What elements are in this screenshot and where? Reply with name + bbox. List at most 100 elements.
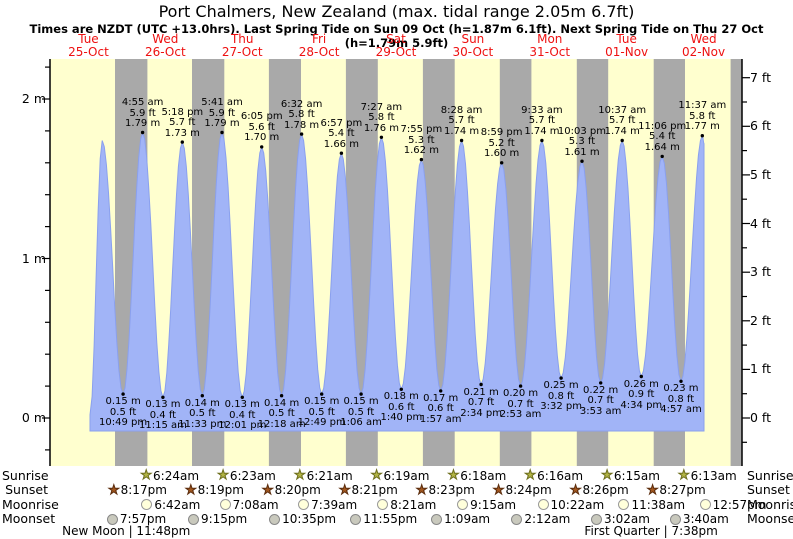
tide-ft: 5.3 ft xyxy=(568,136,596,148)
sunrise-star-icon: ★ xyxy=(524,468,537,483)
tide-point xyxy=(260,145,264,149)
sunset-time: 8:20pm xyxy=(274,483,321,497)
sunrise-event: ★ 6:24am xyxy=(140,469,199,483)
moonset-circle-icon xyxy=(350,513,362,525)
sunrise-star-icon: ★ xyxy=(447,468,460,483)
tide-ft: 0.7 ft xyxy=(507,398,534,410)
moonrise-event: 7:39am xyxy=(298,498,357,512)
tide-time: 4:57 am xyxy=(660,404,702,416)
sunrise-time: 6:15am xyxy=(613,468,660,483)
chart-title: Port Chalmers, New Zealand (max. tidal r… xyxy=(158,2,635,21)
tide-ft: 0.4 ft xyxy=(229,409,256,421)
tide-point xyxy=(599,381,603,385)
low-tide-label: 0.14 m 0.5 ft 12:18 am xyxy=(258,398,306,431)
low-tide-label: 0.23 m 0.8 ft 4:57 am xyxy=(660,384,702,416)
sunset-row-label-right: Sunset xyxy=(747,482,790,497)
tide-time: 1:06 am xyxy=(340,417,382,429)
high-tide-label: 6:32 am 5.8 ft 1.78 m xyxy=(281,99,323,132)
moonset-time: 11:55pm xyxy=(363,512,418,526)
tide-time: 12:49 pm xyxy=(297,417,346,429)
y-axis-label-m: 2 m xyxy=(21,91,46,106)
sunset-event: ★ 8:20pm xyxy=(261,483,321,497)
tide-m: 0.22 m xyxy=(583,384,619,396)
moonrise-time: 9:15am xyxy=(470,497,517,512)
sunset-event: ★ 8:23pm xyxy=(415,482,474,498)
tide-ft: 5.7 ft xyxy=(609,115,636,127)
high-tide-label: 11:37 am 5.8 ft 1.77 m xyxy=(678,101,726,133)
day-dow: Wed xyxy=(152,32,179,46)
moonrise-circle-icon xyxy=(618,499,630,510)
tide-m: 1.76 m xyxy=(363,122,400,134)
tide-time: 10:37 am xyxy=(598,104,647,116)
moonset-circle-icon xyxy=(431,513,443,525)
sunset-time: 8:19pm xyxy=(197,483,244,497)
night-band xyxy=(730,59,742,466)
tide-ft: 5.8 ft xyxy=(368,112,395,124)
day-date: 26-Oct xyxy=(144,44,186,59)
tide-m: 0.15 m xyxy=(105,396,141,408)
low-tide-label: 0.15 m 0.5 ft 1:06 am xyxy=(340,397,382,429)
sunrise-time: 6:21am xyxy=(306,468,353,483)
tide-ft: 5.2 ft xyxy=(488,137,515,149)
tide-time: 1:40 pm xyxy=(380,412,423,424)
sunrise-star-icon: ★ xyxy=(370,468,383,483)
tide-time: 3:53 am xyxy=(579,405,622,417)
moonset-circle-icon xyxy=(269,513,281,525)
sunset-star-icon: ★ xyxy=(107,482,120,498)
low-tide-label: 0.25 m 0.8 ft 3:32 pm xyxy=(540,381,582,413)
high-tide-label: 6:57 pm 5.4 ft 1.66 m xyxy=(321,118,363,151)
moonrise-event: 6:42am xyxy=(141,498,200,512)
moonrise-event: 10:22am xyxy=(537,498,604,512)
sunset-event: ★ 8:26pm xyxy=(569,482,628,498)
sunrise-event: ★ 6:13am xyxy=(678,469,737,483)
tide-m: 0.14 m xyxy=(184,397,220,409)
sunrise-event: ★ 6:15am xyxy=(601,469,660,483)
day-date: 28-Oct xyxy=(298,44,340,59)
tide-m: 1.64 m xyxy=(644,141,680,153)
sunset-event: ★ 8:19pm xyxy=(184,483,244,497)
tide-time: 12:01 pm xyxy=(218,420,267,432)
low-tide-label: 0.15 m 0.5 ft 12:49 pm xyxy=(298,397,346,429)
tide-time: 10:49 pm xyxy=(99,417,148,429)
tide-time: 10:03 pm xyxy=(557,125,607,137)
tide-point xyxy=(220,130,224,135)
moonrise-time: 11:38am xyxy=(631,497,686,512)
tide-m: 1.77 m xyxy=(684,121,720,133)
high-tide-label: 5:18 pm 5.7 ft 1.73 m xyxy=(161,107,203,140)
sunrise-time: 6:19am xyxy=(383,468,430,483)
day-dow: Mon xyxy=(537,32,563,46)
moonset-event: 7:57pm xyxy=(106,512,166,526)
tide-point xyxy=(479,382,483,387)
tide-point xyxy=(620,138,624,143)
tide-point xyxy=(320,392,324,396)
sunset-star-icon: ★ xyxy=(415,482,428,498)
low-tide-label: 0.20 m 0.7 ft 2:53 am xyxy=(500,389,542,421)
tide-point xyxy=(359,392,363,396)
sunset-time: 8:27pm xyxy=(659,483,706,497)
high-tide-label: 7:55 pm 5.3 ft 1.62 m xyxy=(400,125,442,157)
moon-phase-label: First Quarter | 7:38pm xyxy=(584,524,718,538)
moonrise-time: 6:42am xyxy=(154,497,201,512)
high-tide-label: 6:05 pm 5.6 ft 1.70 m xyxy=(241,112,283,144)
day-label: Tue 25-Oct xyxy=(68,33,109,58)
tide-time: 7:55 pm xyxy=(400,124,443,136)
tide-m: 0.13 m xyxy=(224,399,260,411)
tide-m: 1.79 m xyxy=(125,118,161,129)
sunrise-event: ★ 6:16am xyxy=(524,469,583,483)
sunset-star-icon: ★ xyxy=(569,482,582,498)
tide-ft: 0.4 ft xyxy=(149,409,177,421)
tide-m: 1.78 m xyxy=(283,119,320,131)
high-tide-label: 10:37 am 5.7 ft 1.74 m xyxy=(598,104,647,138)
tide-m: 1.74 m xyxy=(604,125,640,137)
tide-point xyxy=(240,395,244,399)
moonrise-event: 11:38am xyxy=(618,498,685,512)
tide-point xyxy=(379,135,384,139)
y-axis-label-ft: 3 ft xyxy=(750,264,772,280)
moonset-event: 9:15pm xyxy=(187,512,247,526)
tide-ft: 5.8 ft xyxy=(288,109,315,121)
day-dow: Sat xyxy=(386,32,406,46)
tide-point xyxy=(580,159,584,163)
moonrise-time: 12:57pm xyxy=(712,497,767,512)
day-label: Wed 02-Nov xyxy=(682,33,725,58)
moonrise-event: 8:21am xyxy=(377,498,436,512)
